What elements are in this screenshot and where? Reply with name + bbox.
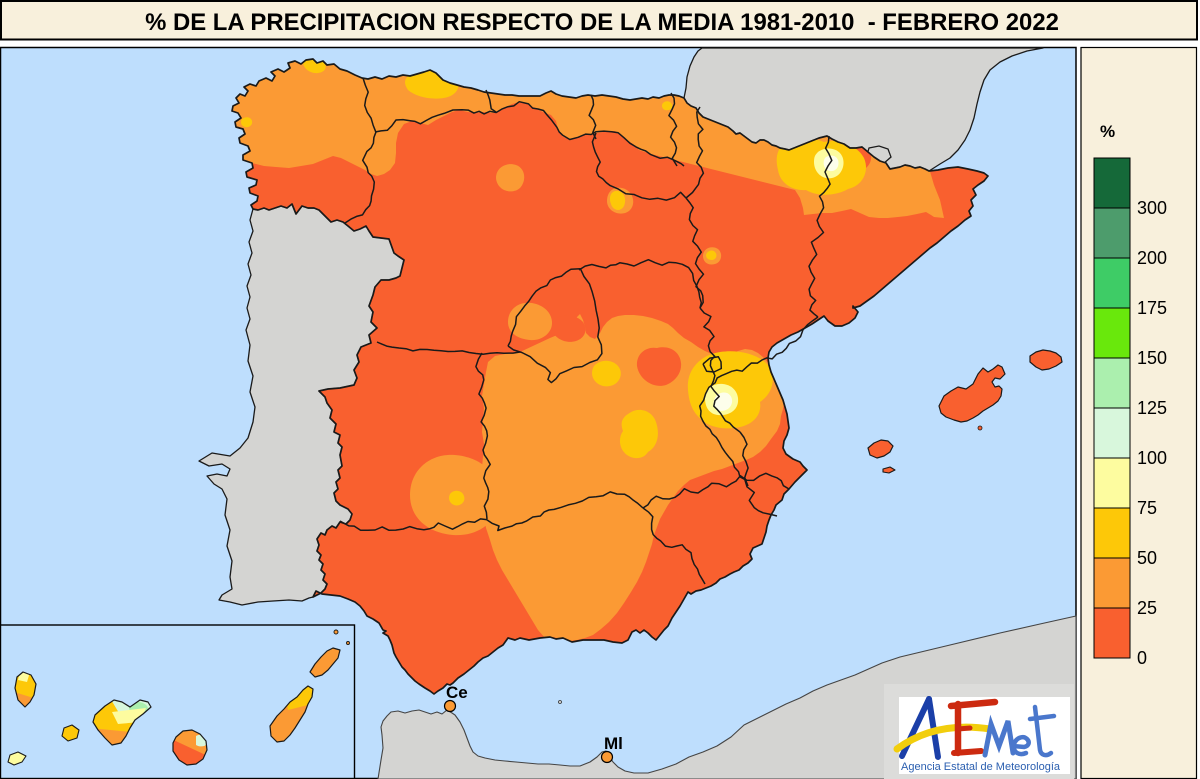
svg-text:% DE LA PRECIPITACION RESPECTO: % DE LA PRECIPITACION RESPECTO DE LA MED…	[145, 9, 1059, 36]
svg-text:75: 75	[1137, 498, 1157, 518]
svg-text:125: 125	[1137, 398, 1167, 418]
svg-text:50: 50	[1137, 548, 1157, 568]
svg-text:25: 25	[1137, 598, 1157, 618]
svg-text:300: 300	[1137, 198, 1167, 218]
svg-text:%: %	[1100, 122, 1115, 141]
svg-text:150: 150	[1137, 348, 1167, 368]
svg-text:Ml: Ml	[604, 734, 623, 753]
svg-text:175: 175	[1137, 298, 1167, 318]
svg-text:Ce: Ce	[446, 683, 468, 702]
svg-text:200: 200	[1137, 248, 1167, 268]
svg-text:0: 0	[1137, 648, 1147, 668]
svg-text:100: 100	[1137, 448, 1167, 468]
svg-text:Agencia Estatal de Meteorologí: Agencia Estatal de Meteorología	[901, 761, 1061, 773]
